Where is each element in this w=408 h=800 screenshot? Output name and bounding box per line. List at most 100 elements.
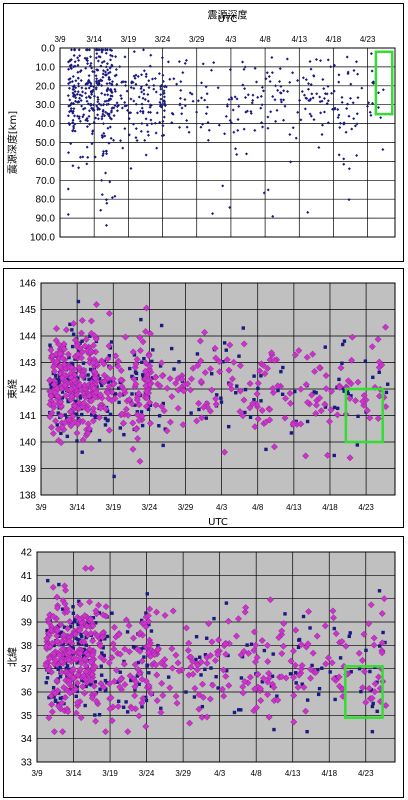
data-point — [259, 674, 267, 682]
data-point — [273, 98, 277, 102]
data-point — [188, 375, 195, 383]
x-tick-label: 3/19 — [102, 769, 118, 778]
data-point — [234, 147, 238, 151]
data-point — [132, 425, 140, 433]
data-point — [163, 427, 171, 435]
data-point — [350, 127, 354, 131]
data-point — [76, 56, 80, 60]
data-point — [304, 640, 312, 648]
data-point — [266, 596, 274, 604]
data-point — [122, 80, 126, 84]
data-point — [76, 114, 80, 118]
data-point — [120, 386, 128, 394]
data-point — [307, 82, 311, 86]
data-point — [103, 99, 107, 103]
data-points — [66, 48, 385, 227]
data-point — [349, 96, 353, 100]
data-point — [278, 91, 282, 95]
highlight-box — [374, 50, 394, 116]
data-point — [214, 675, 218, 679]
data-point — [337, 113, 341, 117]
data-point — [187, 130, 191, 134]
data-point — [87, 377, 91, 382]
data-point — [158, 104, 162, 108]
data-point — [106, 705, 114, 713]
data-point — [141, 48, 145, 52]
data-point — [59, 728, 67, 736]
latitude-chart: 33 34 35 36 37 38 39 40 41 42 3/9 3/14 3/19 3/24 3/29 4… — [6, 548, 396, 778]
data-point — [304, 398, 312, 406]
data-point — [102, 150, 106, 154]
data-point — [337, 80, 341, 84]
data-point — [96, 100, 100, 104]
data-point — [197, 407, 201, 412]
data-point — [187, 663, 195, 671]
data-point — [135, 138, 139, 142]
data-point — [315, 92, 319, 96]
data-point — [73, 429, 81, 437]
x-tick-label: 3/19 — [105, 503, 121, 512]
y-tick-label: 70.0 — [36, 176, 56, 187]
data-point — [108, 70, 112, 74]
data-point — [48, 382, 53, 386]
data-point — [100, 683, 108, 691]
data-point — [118, 670, 122, 674]
data-point — [366, 414, 374, 422]
data-point — [71, 332, 76, 336]
data-point — [338, 125, 342, 129]
data-point — [191, 99, 195, 103]
data-point — [58, 375, 62, 379]
data-point — [88, 122, 92, 126]
data-point — [198, 713, 206, 721]
data-point — [132, 380, 140, 388]
data-point — [71, 87, 75, 91]
data-point — [93, 680, 98, 684]
data-point — [261, 125, 265, 129]
data-point — [141, 367, 149, 375]
data-point — [199, 680, 207, 688]
data-point — [172, 367, 176, 371]
data-point — [70, 344, 75, 349]
data-point — [67, 364, 75, 372]
data-point — [143, 304, 151, 312]
data-point — [71, 402, 79, 410]
data-point — [57, 621, 65, 629]
data-point — [79, 417, 87, 425]
data-point — [131, 683, 139, 691]
data-point — [80, 450, 84, 454]
data-point — [169, 607, 177, 615]
data-point — [320, 123, 324, 127]
data-point — [224, 601, 229, 605]
x-tick-label: 4/18 — [326, 35, 342, 44]
data-point — [52, 695, 56, 699]
data-point — [106, 418, 110, 422]
data-point — [108, 97, 112, 101]
data-point — [83, 56, 87, 60]
data-point — [291, 126, 295, 130]
data-point — [308, 98, 312, 102]
data-point — [125, 396, 133, 404]
data-point — [316, 667, 320, 672]
data-point — [118, 426, 123, 430]
data-point — [90, 682, 98, 690]
data-point — [105, 342, 113, 350]
data-point — [371, 101, 375, 105]
data-point — [60, 390, 65, 394]
data-point — [103, 114, 107, 118]
data-point — [101, 69, 105, 73]
data-point — [381, 88, 385, 92]
data-point — [151, 373, 159, 381]
data-point — [346, 392, 350, 396]
data-point — [170, 121, 174, 125]
data-point — [322, 660, 330, 668]
data-point — [93, 414, 97, 418]
data-point — [197, 658, 205, 666]
data-point — [203, 713, 211, 721]
data-point — [174, 375, 182, 383]
data-point — [291, 351, 299, 359]
data-point — [132, 99, 136, 103]
y-tick-label: 144 — [19, 332, 36, 343]
data-point — [105, 103, 109, 107]
data-point — [123, 100, 127, 104]
data-point — [117, 103, 121, 107]
